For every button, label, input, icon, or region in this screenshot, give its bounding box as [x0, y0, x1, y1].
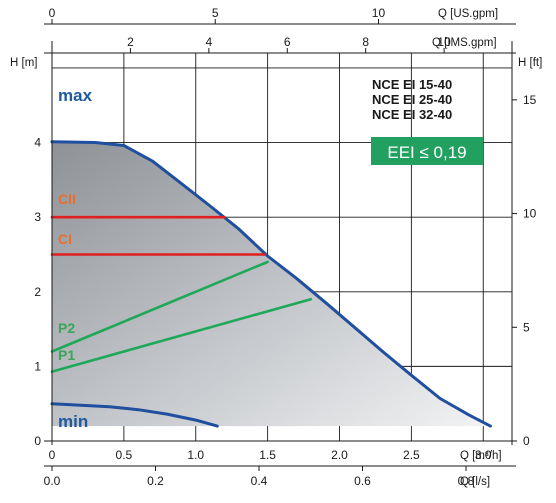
y-tick-m-0: 0	[34, 434, 41, 448]
curve-label-p1: P1	[58, 347, 75, 363]
y-tick-m-1: 1	[34, 359, 41, 373]
operating-area	[52, 141, 491, 427]
x-tick-m3h-5: 2.5	[403, 448, 420, 462]
x-tick-m3h-2: 1.0	[187, 448, 204, 462]
series-line-min	[50, 402, 219, 428]
curve-label-cii: CII	[58, 191, 76, 207]
model-label-2: NCE EI 32-40	[372, 107, 452, 122]
series-line-p1	[50, 297, 313, 373]
y-axis-m-label: H [m]	[10, 57, 37, 69]
series-line-max	[50, 140, 492, 428]
x-tick-usgpm-2: 10	[372, 6, 386, 20]
model-label-1: NCE EI 25-40	[372, 92, 452, 107]
axes: 0 0.5 1.0 1.5 2.0 2.5 3.0Q [m³/h] 0.0 0.2 0.4 0.6 0…	[10, 6, 542, 488]
x-tick-m3h-1: 0.5	[116, 448, 133, 462]
y-tick-ft-0: 0	[523, 434, 530, 448]
x-tick-imsgpm-1: 4	[205, 35, 212, 49]
series-lines	[50, 140, 492, 428]
operating-region	[52, 141, 491, 427]
x-tick-ls-2: 0.4	[251, 474, 268, 488]
x-tick-m3h-4: 2.0	[331, 448, 348, 462]
y-tick-ft-2: 10	[523, 207, 537, 221]
y-tick-m-3: 3	[34, 210, 41, 224]
model-label-0: NCE EI 15-40	[372, 77, 452, 92]
x-axis-usgpm-label: Q [US.gpm]	[438, 8, 498, 20]
x-tick-ls-3: 0.6	[354, 474, 371, 488]
x-tick-imsgpm-2: 6	[284, 35, 291, 49]
x-tick-imsgpm-0: 2	[127, 35, 134, 49]
x-tick-usgpm-1: 5	[212, 6, 219, 20]
y-tick-ft-3: 15	[523, 93, 537, 107]
curve-label-min: min	[58, 412, 88, 431]
curve-label-p2: P2	[58, 320, 75, 336]
x-tick-m3h-3: 1.5	[259, 448, 276, 462]
x-tick-ls-0: 0.0	[44, 474, 61, 488]
x-tick-usgpm-0: 0	[49, 6, 56, 20]
curve-label-max: max	[58, 86, 93, 105]
x-tick-imsgpm-4: 10	[437, 35, 451, 49]
x-tick-ls-4: 0.8	[458, 474, 475, 488]
x-axis-ls-label: Q [l/s]	[460, 476, 490, 488]
x-tick-m3h-6: 3.0	[475, 448, 492, 462]
x-tick-m3h-0: 0	[49, 448, 56, 462]
y-axis-ft-label: H [ft]	[518, 57, 542, 69]
y-tick-m-4: 4	[34, 136, 41, 150]
x-axis-imsgpm-label: Q [IMS.gpm]	[432, 37, 497, 49]
eei-badge	[371, 137, 483, 165]
y-tick-m-2: 2	[34, 285, 41, 299]
series-line-p2	[50, 260, 269, 353]
y-tick-ft-1: 5	[523, 320, 530, 334]
x-tick-imsgpm-3: 8	[362, 35, 369, 49]
x-axis-m3h-label: Q [m³/h]	[460, 450, 502, 462]
x-tick-ls-1: 0.2	[147, 474, 164, 488]
curve-label-ci: CI	[58, 231, 72, 247]
eei-badge-text: EEI ≤ 0,19	[387, 143, 466, 162]
